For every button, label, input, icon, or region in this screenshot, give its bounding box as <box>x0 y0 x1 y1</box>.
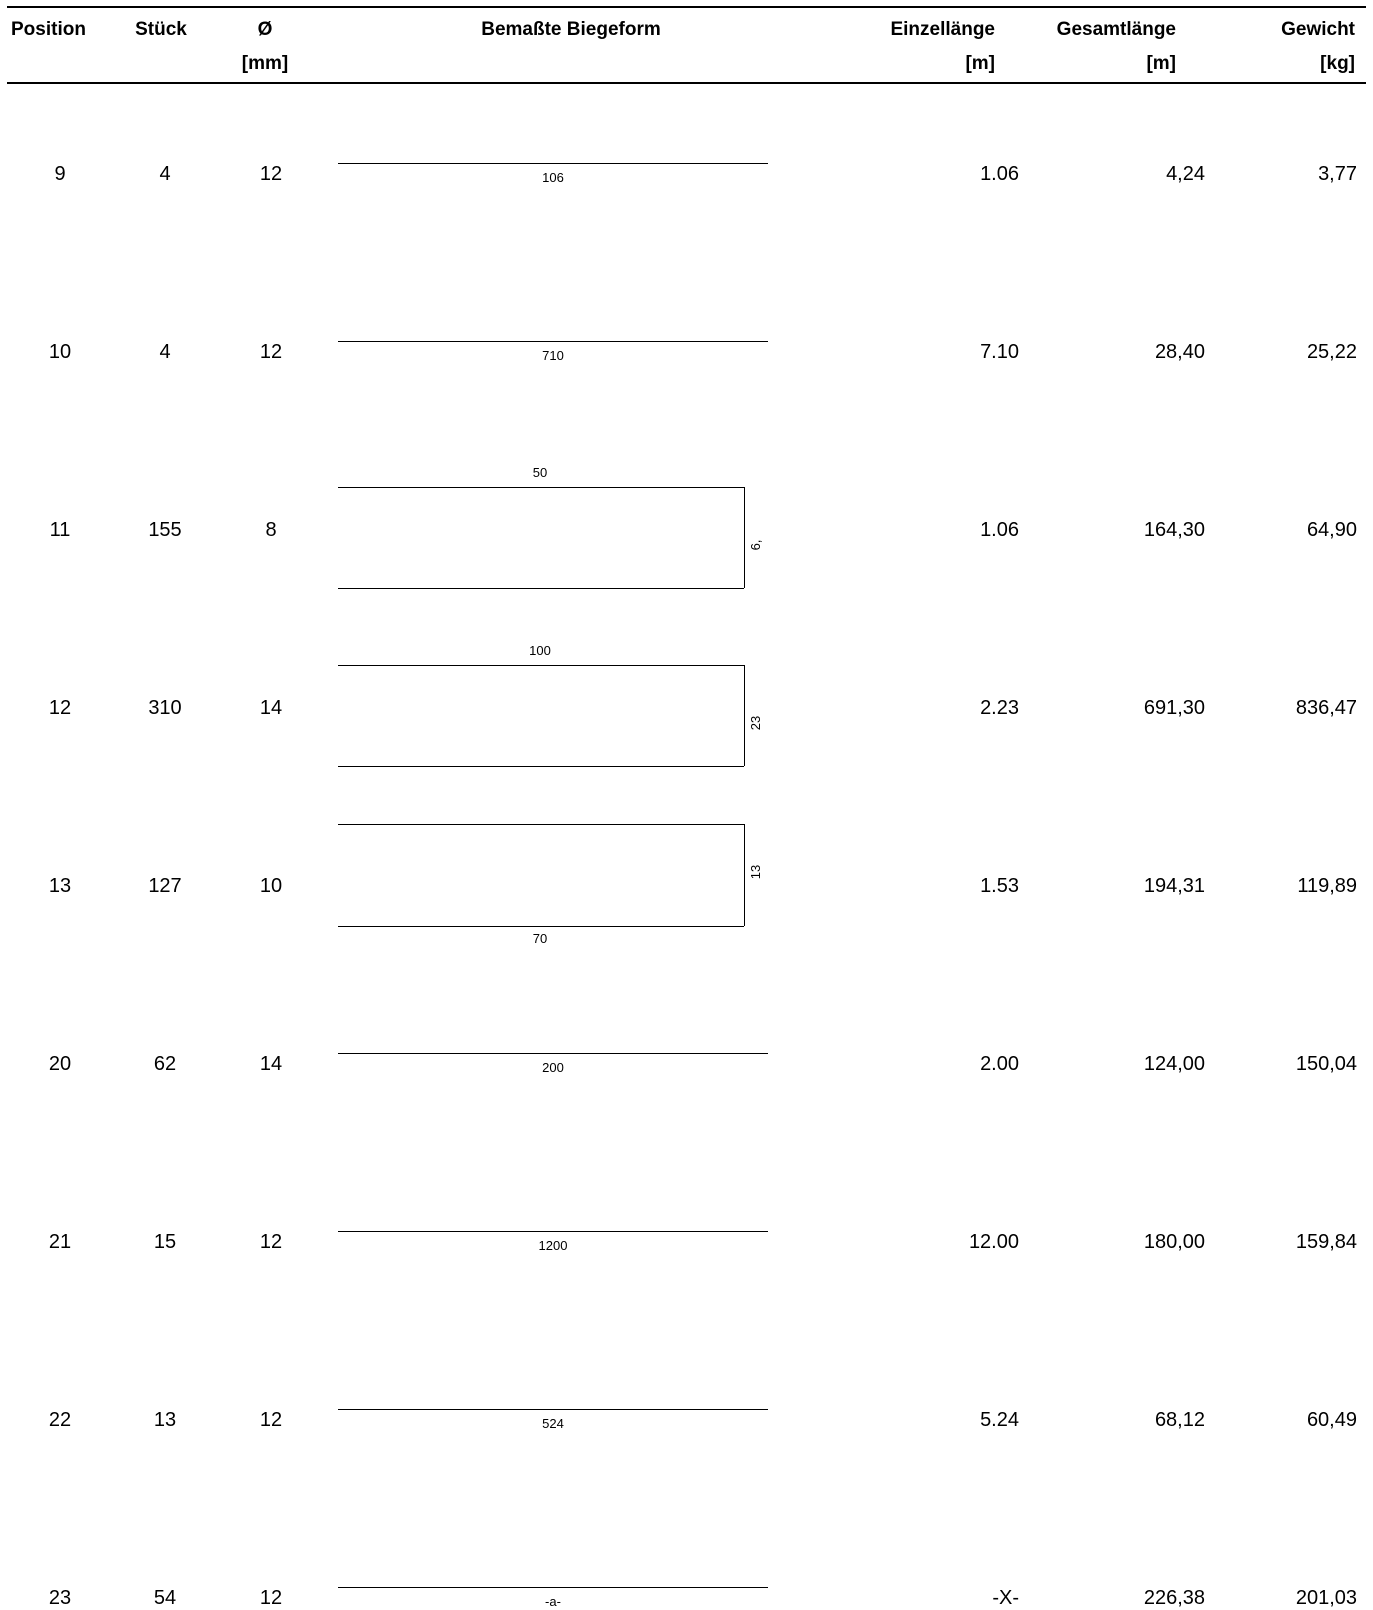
cell-gewicht: 836,47 <box>1295 697 1357 719</box>
cell-gesamtlaenge: 194,31 <box>1143 875 1205 897</box>
header-position: Position <box>11 19 86 40</box>
header-top-rule <box>7 6 1366 8</box>
bar-bottom-leg <box>338 588 744 589</box>
cell-einzellaenge: 7.10 <box>980 341 1019 363</box>
header-diameter-unit: [mm] <box>241 53 289 74</box>
cell-stueck: 155 <box>148 519 182 541</box>
header-einzellaenge-unit: [m] <box>965 53 995 74</box>
dimension-label: -a- <box>545 1594 561 1609</box>
bar-top-leg <box>338 824 744 825</box>
cell-stueck: 62 <box>153 1053 177 1075</box>
dimension-label: 1200 <box>538 1238 568 1253</box>
cell-position: 21 <box>48 1231 72 1253</box>
cell-einzellaenge: 5.24 <box>980 1409 1019 1431</box>
dimension-label: 710 <box>542 348 564 363</box>
cell-gesamtlaenge: 691,30 <box>1143 697 1205 719</box>
header-shape: Bemaßte Biegeform <box>481 19 661 40</box>
cell-gewicht: 64,90 <box>1306 519 1357 541</box>
cell-gesamtlaenge: 180,00 <box>1143 1231 1205 1253</box>
header-gewicht-unit: [kg] <box>1320 53 1355 74</box>
bar-line <box>338 1587 768 1588</box>
cell-gewicht: 201,03 <box>1295 1587 1357 1609</box>
bar-line <box>338 1053 768 1054</box>
header-bottom-rule <box>7 82 1366 84</box>
bar-top-leg <box>338 665 744 666</box>
cell-diameter: 14 <box>259 697 283 719</box>
cell-einzellaenge: 1.53 <box>980 875 1019 897</box>
cell-gewicht: 119,89 <box>1297 875 1357 897</box>
header-stueck: Stück <box>135 19 187 40</box>
bar-line <box>338 1231 768 1232</box>
bar-bend <box>744 665 745 766</box>
cell-einzellaenge: 1.06 <box>980 519 1019 541</box>
cell-diameter: 12 <box>259 1231 283 1253</box>
cell-stueck: 4 <box>159 341 171 363</box>
cell-gewicht: 150,04 <box>1295 1053 1357 1075</box>
cell-position: 20 <box>48 1053 72 1075</box>
cell-position: 23 <box>48 1587 72 1609</box>
cell-gesamtlaenge: 28,40 <box>1154 341 1205 363</box>
cell-gesamtlaenge: 226,38 <box>1143 1587 1205 1609</box>
cell-einzellaenge: 2.23 <box>980 697 1019 719</box>
cell-diameter: 12 <box>259 163 283 185</box>
bar-bottom-leg <box>338 766 744 767</box>
header-gewicht: Gewicht <box>1281 19 1355 40</box>
dimension-label: 200 <box>542 1060 564 1075</box>
dimension-label: 524 <box>542 1416 564 1431</box>
cell-gesamtlaenge: 4,24 <box>1166 163 1205 185</box>
bar-bottom-leg <box>338 926 744 927</box>
cell-einzellaenge: -X- <box>992 1587 1019 1609</box>
bar-top-leg <box>338 487 744 488</box>
cell-diameter: 8 <box>265 519 277 541</box>
bar-bend <box>744 824 745 926</box>
cell-gewicht: 3,77 <box>1318 163 1357 185</box>
cell-diameter: 12 <box>259 1587 283 1609</box>
cell-stueck: 54 <box>153 1587 177 1609</box>
dimension-label-bottom: 70 <box>532 931 548 946</box>
cell-gewicht: 25,22 <box>1306 341 1357 363</box>
header-gesamtlaenge-unit: [m] <box>1146 53 1176 74</box>
cell-gesamtlaenge: 124,00 <box>1143 1053 1205 1075</box>
cell-position: 12 <box>48 697 72 719</box>
cell-gesamtlaenge: 68,12 <box>1154 1409 1205 1431</box>
header-diameter: Ø <box>257 19 273 40</box>
cell-position: 10 <box>48 341 72 363</box>
cell-einzellaenge: 1.06 <box>980 163 1019 185</box>
dimension-label-side: 13 <box>748 864 763 880</box>
cell-position: 22 <box>48 1409 72 1431</box>
cell-einzellaenge: 12.00 <box>968 1231 1019 1253</box>
cell-gewicht: 159,84 <box>1295 1231 1357 1253</box>
cell-position: 11 <box>49 519 71 541</box>
cell-diameter: 14 <box>259 1053 283 1075</box>
cell-stueck: 310 <box>148 697 182 719</box>
dimension-label-side: 23 <box>748 715 763 731</box>
header-einzellaenge: Einzellänge <box>890 19 995 40</box>
cell-diameter: 12 <box>259 1409 283 1431</box>
cell-diameter: 12 <box>259 341 283 363</box>
bar-bend <box>744 487 745 588</box>
bar-line <box>338 163 768 164</box>
cell-diameter: 10 <box>259 875 283 897</box>
cell-stueck: 15 <box>153 1231 177 1253</box>
dimension-label-side: 6, <box>748 539 763 551</box>
cell-position: 13 <box>48 875 72 897</box>
cell-stueck: 13 <box>153 1409 177 1431</box>
bar-line <box>338 1409 768 1410</box>
cell-gesamtlaenge: 164,30 <box>1143 519 1205 541</box>
cell-einzellaenge: 2.00 <box>980 1053 1019 1075</box>
cell-stueck: 4 <box>159 163 171 185</box>
cell-stueck: 127 <box>148 875 182 897</box>
dimension-label: 106 <box>542 170 564 185</box>
dimension-label-top: 50 <box>532 465 548 480</box>
header-gesamtlaenge: Gesamtlänge <box>1056 19 1176 40</box>
bar-line <box>338 341 768 342</box>
cell-gewicht: 60,49 <box>1306 1409 1357 1431</box>
cell-position: 9 <box>54 163 66 185</box>
dimension-label-top: 100 <box>529 643 551 658</box>
